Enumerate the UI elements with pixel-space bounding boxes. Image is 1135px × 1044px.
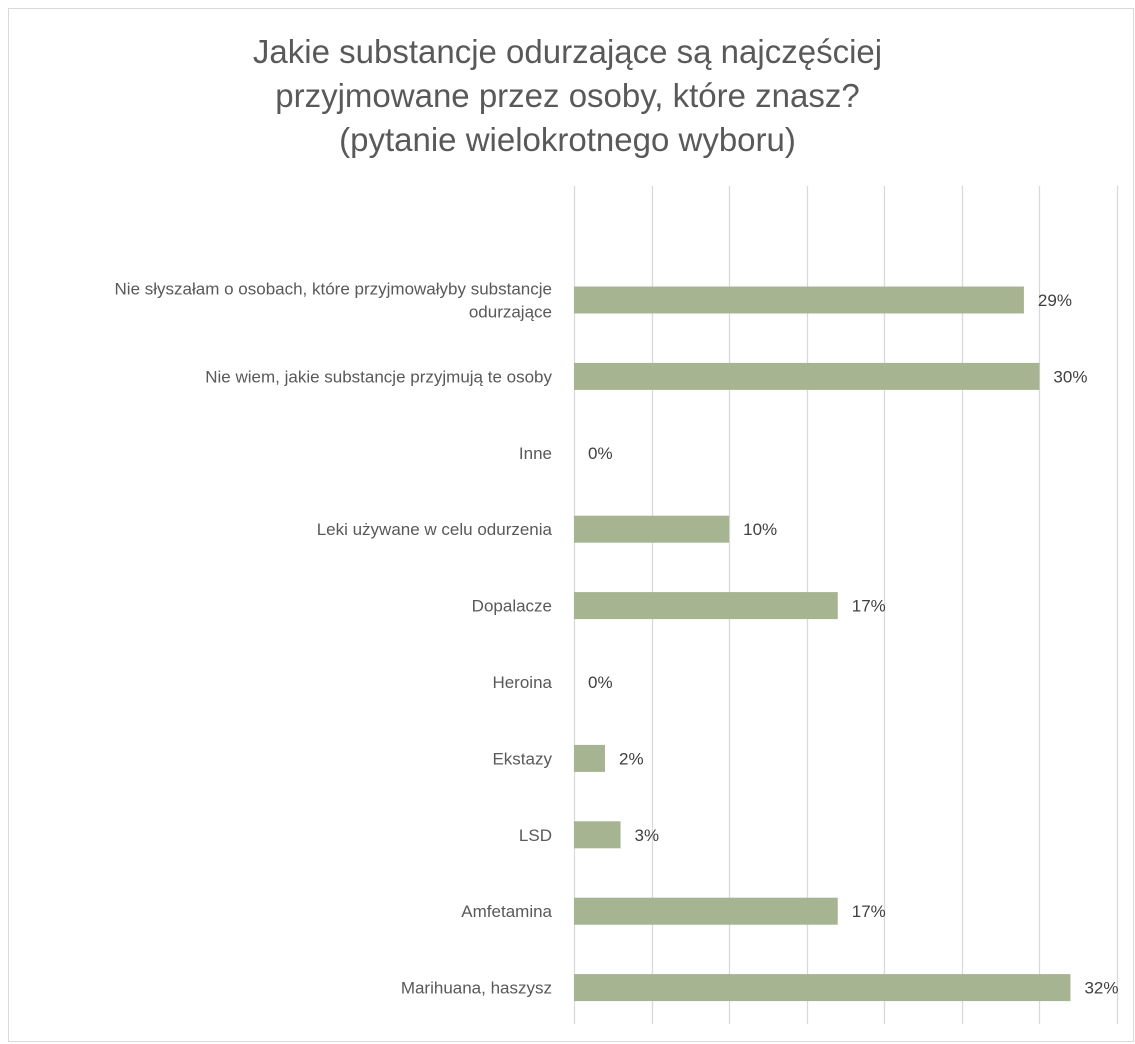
category-label-line: Ekstazy xyxy=(492,749,552,768)
category-label: Marihuana, haszysz xyxy=(401,979,552,998)
category-label: Heroina xyxy=(492,673,552,692)
data-labels: 29% 30% 0% 10% 17% 0% 2% 3% 17% 32% xyxy=(588,291,1118,998)
category-label: Dopalacze xyxy=(472,597,552,616)
data-label: 30% xyxy=(1053,367,1087,386)
chart-title-line: przyjmowane przez osoby, które znasz? xyxy=(275,77,860,114)
chart-frame xyxy=(8,8,1134,1042)
category-label-line: Inne xyxy=(519,444,552,463)
category-label-line: Dopalacze xyxy=(472,597,552,616)
bar xyxy=(574,592,838,620)
chart-title: Jakie substancje odurzające są najczęści… xyxy=(0,30,1135,162)
bar xyxy=(574,821,621,849)
chart-title-line: (pytanie wielokrotnego wyboru) xyxy=(339,121,796,158)
category-labels: Nie słyszałam o osobach, które przyjmowa… xyxy=(115,280,553,998)
category-label-line: Heroina xyxy=(492,673,552,692)
bar xyxy=(574,974,1071,1002)
category-label-line: Marihuana, haszysz xyxy=(401,979,552,998)
bar xyxy=(574,744,606,772)
data-label: 3% xyxy=(635,826,660,845)
category-label: Nie słyszałam o osobach, które przyjmowa… xyxy=(115,280,552,322)
bar xyxy=(574,362,1040,390)
data-label: 29% xyxy=(1038,291,1072,310)
category-label: Nie wiem, jakie substancje przyjmują te … xyxy=(205,367,552,386)
category-label-line: Nie wiem, jakie substancje przyjmują te … xyxy=(205,367,552,386)
data-label: 2% xyxy=(619,749,644,768)
chart-title-line: Jakie substancje odurzające są najczęści… xyxy=(252,33,883,70)
category-label-line: Nie słyszałam o osobach, które przyjmowa… xyxy=(115,280,552,299)
data-label: 17% xyxy=(852,597,886,616)
data-label: 0% xyxy=(588,444,613,463)
category-label: LSD xyxy=(519,826,552,845)
category-label: Ekstazy xyxy=(492,749,552,768)
category-label-line: Leki używane w celu odurzenia xyxy=(317,520,553,539)
category-label: Leki używane w celu odurzenia xyxy=(317,520,553,539)
bar xyxy=(574,515,730,543)
category-label: Inne xyxy=(519,444,552,463)
bars xyxy=(574,286,1071,1002)
bar xyxy=(574,897,838,925)
category-label-line: odurzające xyxy=(469,303,552,322)
category-label-line: Amfetamina xyxy=(461,902,552,921)
category-label-line: LSD xyxy=(519,826,552,845)
data-label: 32% xyxy=(1084,979,1118,998)
data-label: 17% xyxy=(852,902,886,921)
category-label: Amfetamina xyxy=(461,902,552,921)
data-label: 0% xyxy=(588,673,613,692)
bar xyxy=(574,286,1024,314)
data-label: 10% xyxy=(743,520,777,539)
